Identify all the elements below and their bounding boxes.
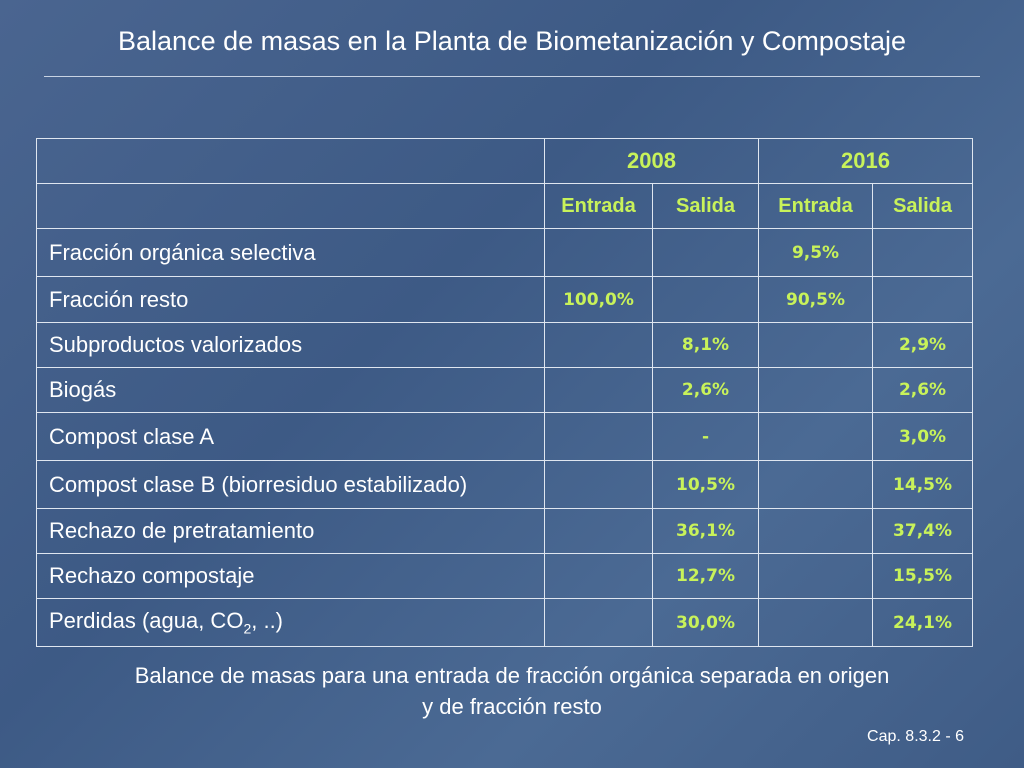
cell-salida-2008: 2,6% — [651, 367, 760, 413]
table-row: Fracción resto 100,0% 90,5% — [36, 276, 974, 323]
table-row: Fracción orgánica selectiva 9,5% — [36, 228, 974, 277]
year-2016-header: 2016 — [758, 138, 974, 184]
table-row: Rechazo compostaje 12,7% 15,5% — [36, 553, 974, 599]
header-empty-cell — [36, 138, 545, 184]
cell-salida-2016 — [872, 276, 974, 323]
cell-salida-2016: 2,9% — [872, 322, 974, 368]
cell-salida-2008: 30,0% — [651, 598, 760, 647]
cell-salida-2008: 10,5% — [651, 460, 760, 509]
cell-salida-2016: 3,0% — [872, 412, 974, 461]
cell-salida-2008: 12,7% — [651, 553, 760, 599]
title-divider — [44, 76, 980, 77]
cell-entrada-2008: 100,0% — [544, 276, 653, 323]
row-label: Subproductos valorizados — [36, 322, 545, 368]
cell-entrada-2016 — [758, 412, 874, 461]
cell-salida-2008 — [651, 228, 760, 277]
table-row: Biogás 2,6% 2,6% — [36, 367, 974, 413]
cell-salida-2008: 36,1% — [651, 508, 760, 554]
mass-balance-table: 2008 2016 Entrada Salida Entrada Salida … — [36, 138, 974, 647]
table-row: Subproductos valorizados 8,1% 2,9% — [36, 322, 974, 368]
table-row: Perdidas (agua, CO2, ..) 30,0% 24,1% — [36, 598, 974, 647]
row-label-suffix: , ..) — [251, 608, 284, 634]
cell-salida-2008: - — [651, 412, 760, 461]
subheader-empty-cell — [36, 183, 545, 229]
cell-entrada-2016 — [758, 460, 874, 509]
cell-entrada-2008 — [544, 228, 653, 277]
slide-title: Balance de masas en la Planta de Biometa… — [118, 26, 906, 56]
row-label-prefix: Perdidas (agua, CO — [49, 608, 244, 634]
cell-entrada-2016 — [758, 598, 874, 647]
cell-entrada-2016 — [758, 367, 874, 413]
caption-line-2: y de fracción resto — [422, 694, 602, 719]
subheader-entrada-2008: Entrada — [544, 183, 653, 229]
cell-salida-2016 — [872, 228, 974, 277]
table-header-subheaders: Entrada Salida Entrada Salida — [36, 183, 974, 229]
cell-entrada-2008 — [544, 460, 653, 509]
table-row: Compost clase A - 3,0% — [36, 412, 974, 461]
table-header-years: 2008 2016 — [36, 138, 974, 184]
slide-footer: Cap. 8.3.2 - 6 — [867, 728, 964, 745]
subheader-salida-2008: Salida — [651, 183, 760, 229]
row-label: Fracción orgánica selectiva — [36, 228, 545, 277]
cell-salida-2016: 14,5% — [872, 460, 974, 509]
year-2008-header: 2008 — [543, 138, 760, 184]
row-label-subscript: 2 — [243, 620, 252, 637]
row-label: Rechazo de pretratamiento — [36, 508, 545, 554]
table-row: Compost clase B (biorresiduo estabilizad… — [36, 460, 974, 509]
row-label: Compost clase A — [36, 412, 545, 461]
cell-entrada-2008 — [544, 508, 653, 554]
cell-entrada-2016 — [758, 553, 874, 599]
row-label: Compost clase B (biorresiduo estabilizad… — [36, 460, 545, 509]
cell-salida-2008 — [651, 276, 760, 323]
cell-salida-2016: 15,5% — [872, 553, 974, 599]
cell-entrada-2008 — [544, 598, 653, 647]
cell-entrada-2008 — [544, 553, 653, 599]
cell-salida-2016: 24,1% — [872, 598, 974, 647]
cell-salida-2016: 37,4% — [872, 508, 974, 554]
cell-salida-2008: 8,1% — [651, 322, 760, 368]
row-label: Perdidas (agua, CO2, ..) — [36, 598, 545, 647]
cell-entrada-2016 — [758, 322, 874, 368]
row-label: Rechazo compostaje — [36, 553, 545, 599]
caption-line-1: Balance de masas para una entrada de fra… — [134, 663, 890, 688]
cell-entrada-2008 — [544, 322, 653, 368]
row-label: Fracción resto — [36, 276, 545, 323]
cell-entrada-2008 — [544, 367, 653, 413]
cell-entrada-2016 — [758, 508, 874, 554]
cell-salida-2016: 2,6% — [872, 367, 974, 413]
table-row: Rechazo de pretratamiento 36,1% 37,4% — [36, 508, 974, 554]
cell-entrada-2016: 9,5% — [758, 228, 874, 277]
table-caption: Balance de masas para una entrada de fra… — [0, 660, 1024, 722]
subheader-salida-2016: Salida — [872, 183, 974, 229]
row-label: Biogás — [36, 367, 545, 413]
subheader-entrada-2016: Entrada — [758, 183, 874, 229]
cell-entrada-2016: 90,5% — [758, 276, 874, 323]
cell-entrada-2008 — [544, 412, 653, 461]
